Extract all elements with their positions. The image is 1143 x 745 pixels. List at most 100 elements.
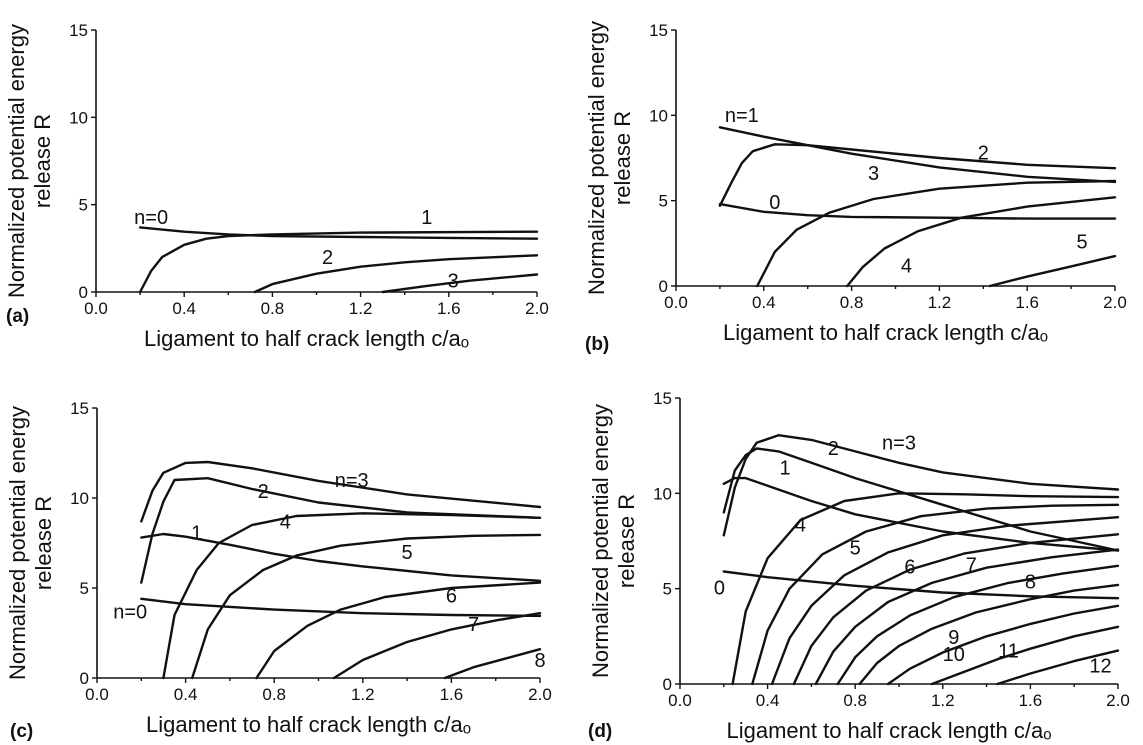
y-tick-label: 15 (649, 21, 668, 40)
y-tick-label: 0 (663, 675, 672, 694)
series-line-n3 (140, 460, 542, 523)
x-tick-label: 1.2 (349, 299, 373, 318)
series-label: 0 (769, 192, 780, 214)
series-label: 2 (322, 247, 333, 269)
x-tick-label: 0.4 (752, 293, 776, 312)
y-tick-label: 5 (79, 196, 88, 215)
x-tick-label: 1.6 (1015, 293, 1039, 312)
y-axis-title: release R (30, 114, 55, 208)
series-label: n=0 (134, 207, 168, 229)
y-tick-label: 0 (659, 277, 668, 296)
series-label: 4 (795, 514, 806, 536)
y-tick-label: 10 (70, 489, 89, 508)
x-tick-label: 0.4 (756, 691, 780, 710)
series-line-n0 (140, 597, 542, 618)
series-label: n=3 (335, 470, 369, 492)
x-tick-label: 0.8 (843, 691, 867, 710)
series-line-5 (751, 503, 1120, 686)
series-label: 1 (191, 522, 202, 544)
series-label: 5 (1077, 231, 1088, 253)
series-line-2 (722, 447, 1120, 552)
series-line-unlabeled (996, 649, 1120, 686)
x-tick-label: 2.0 (528, 685, 552, 704)
y-tick-label: 10 (653, 484, 672, 503)
series-line-5 (191, 533, 542, 680)
x-tick-label: 1.6 (437, 299, 461, 318)
x-tick-label: 2.0 (1103, 293, 1127, 312)
series-line-7 (792, 533, 1120, 686)
series-line-7 (332, 612, 542, 680)
y-axis-title: Normalized potential energy (588, 404, 613, 678)
series-label: 4 (280, 512, 291, 534)
y-axis-title: Normalized potential energy (584, 21, 609, 295)
x-tick-label: 0.0 (664, 293, 688, 312)
series-label: 7 (468, 614, 479, 636)
series-label: n=3 (882, 432, 916, 454)
series-line-6 (770, 516, 1120, 686)
chart-panel-1: 0.0 0.4 0.8 1.2 1.6 2.0 0 5 10 15 Ligament to half… (4, 21, 549, 351)
y-tick-label: 10 (649, 106, 668, 125)
series-label: 5 (850, 537, 861, 559)
series-label: 3 (448, 271, 459, 293)
series-line-4 (162, 512, 542, 680)
chart-panel-2: 0.0 0.4 0.8 1.2 1.6 2.0 0 5 10 15 Ligament to half… (584, 21, 1127, 355)
y-tick-label: 0 (80, 669, 89, 688)
y-tick-label: 15 (653, 389, 672, 408)
series-label: n=1 (725, 105, 759, 127)
y-tick-label: 5 (663, 580, 672, 599)
x-axis-title: Ligament to half crack length c/aₒ (144, 326, 469, 351)
series-line-0 (718, 202, 1117, 220)
series-label: 0 (714, 577, 725, 599)
series-line-1 (138, 230, 539, 294)
x-tick-label: 0.0 (85, 685, 109, 704)
x-axis-title: Ligament to half crack length c/aₒ (723, 320, 1048, 345)
x-tick-label: 1.6 (440, 685, 464, 704)
x-tick-label: 0.8 (840, 293, 864, 312)
series-line-3 (381, 273, 539, 294)
y-tick-label: 0 (79, 283, 88, 302)
series-label: 2 (978, 143, 989, 165)
x-tick-label: 2.0 (525, 299, 549, 318)
series-line-5 (988, 254, 1117, 288)
x-tick-label: 0.0 (668, 691, 692, 710)
series-line-2 (140, 477, 542, 584)
series-label: 8 (534, 650, 545, 672)
x-tick-label: 1.2 (928, 293, 952, 312)
series-label: 8 (1025, 572, 1036, 594)
series-label: 5 (402, 542, 413, 564)
y-tick-label: 5 (80, 579, 89, 598)
series-label: 9 (948, 627, 959, 649)
panel-tag: (b) (585, 334, 609, 355)
x-tick-label: 0.4 (172, 299, 196, 318)
x-tick-label: 0.4 (174, 685, 198, 704)
y-tick-label: 10 (69, 108, 88, 127)
y-tick-label: 15 (70, 399, 89, 418)
series-line-1 (140, 532, 542, 582)
x-tick-label: 1.2 (351, 685, 375, 704)
series-label: 1 (780, 457, 791, 479)
series-line-11 (886, 604, 1120, 686)
series-line-10 (858, 583, 1120, 686)
series-label: 1 (421, 207, 432, 229)
x-tick-label: 0.8 (261, 299, 285, 318)
series-line-n3 (722, 434, 1120, 537)
series-line-3 (756, 179, 1117, 288)
series-line-4 (846, 196, 1117, 288)
series-label: 4 (901, 255, 912, 277)
x-tick-label: 0.0 (84, 299, 108, 318)
x-tick-label: 0.8 (262, 685, 286, 704)
series-line-n0 (138, 226, 539, 240)
series-label: 2 (828, 438, 839, 460)
series-line-9 (836, 564, 1120, 686)
panel-tag: (d) (588, 721, 612, 742)
x-tick-label: 2.0 (1106, 691, 1130, 710)
panel-tag: (a) (6, 306, 29, 327)
x-axis-title: Ligament to half crack length c/aₒ (146, 712, 471, 737)
series-label: 2 (258, 481, 269, 503)
y-axis-title: Normalized potential energy (4, 24, 29, 298)
series-line-8 (814, 548, 1120, 686)
series-label: 6 (446, 585, 457, 607)
